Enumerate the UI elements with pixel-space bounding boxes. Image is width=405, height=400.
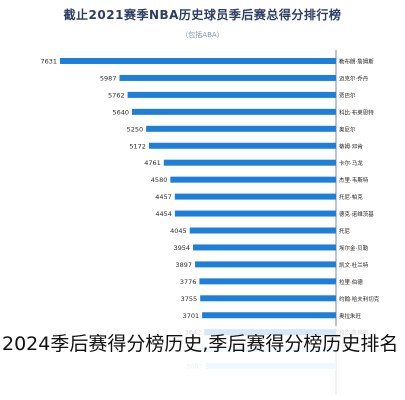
category-label: 杰里·韦斯特 [339,176,369,184]
bar [132,108,336,115]
bar [174,210,336,217]
bar [163,159,336,166]
bar-value-label: 5250 [127,125,144,133]
category-label: 德克·诺维茨基 [339,210,374,218]
bar [199,278,336,285]
category-label: 埃尔金·贝勒 [339,244,369,252]
category-label: 奥尼尔 [339,125,356,133]
category-label: 托尼·帕克 [339,193,363,201]
bar-value-label: 3701 [183,312,200,320]
category-label: 蒂姆·邓肯 [339,142,363,150]
bar-value-label: 3954 [173,244,190,252]
chart-subtitle: （包括ABA） [181,31,224,39]
bar-value-label: 5640 [112,108,129,116]
bar [189,227,336,234]
bar-value-label: 4454 [155,210,172,218]
bar-value-label: 7631 [40,58,57,66]
bar-value-label: 3897 [176,261,193,269]
category-label: 约翰·哈夫利切克 [339,295,380,303]
bar-value-label: 5172 [129,142,146,150]
caption-text: 2024季后赛得分榜历史,季后赛得分榜历史排名 [2,333,399,355]
bar-value-label: 3755 [181,295,198,303]
bar-value-label: 4045 [170,227,187,235]
bar [174,193,336,200]
category-label: 科比·布莱恩特 [339,108,374,116]
category-label: 奥拉朱旺 [339,312,362,320]
category-label: 勒布朗·詹姆斯 [339,58,374,66]
bar [192,244,336,251]
bar-value-label: 4457 [155,193,172,201]
bar-value-label: 3776 [180,278,197,286]
bar [170,176,336,183]
bar [119,74,336,81]
category-label: 拉里·伯德 [339,278,363,286]
bar-value-label: 5987 [100,74,117,82]
bar-value-label: 4761 [144,159,161,167]
bar-value-label: 4580 [151,176,168,184]
bar [200,295,336,302]
bar [202,312,336,319]
caption-overlay [0,326,405,400]
bar [195,261,336,268]
bar [60,58,336,64]
category-label: 贾巴尔 [339,91,356,99]
category-label: 迈克尔·乔丹 [339,74,369,82]
chart-title: 截止2021赛季NBA历史球员季后赛总得分排行榜 [63,8,342,22]
bar [127,91,336,98]
category-label: 凯文·杜兰特 [339,261,369,269]
category-label: 托尼 [339,227,351,235]
bar [148,142,336,149]
category-label: 卡尔·马龙 [339,159,363,167]
bar-value-label: 5762 [108,91,125,99]
bar [146,125,336,132]
